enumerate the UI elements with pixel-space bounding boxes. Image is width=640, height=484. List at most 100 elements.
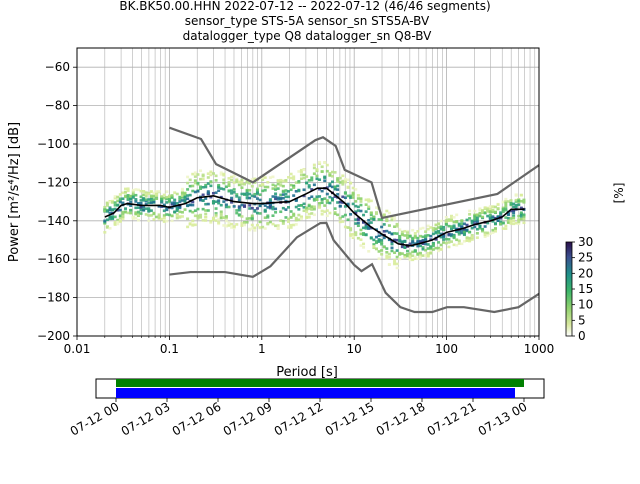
density-cell [385, 256, 389, 260]
density-cell [519, 212, 523, 216]
density-cell [121, 217, 125, 220]
density-cell [465, 228, 469, 232]
density-cell [310, 188, 314, 191]
density-cell [108, 215, 112, 219]
density-cell [385, 251, 389, 254]
density-cell [374, 206, 378, 209]
colorbar-tick-label: 25 [578, 251, 593, 265]
density-cell [403, 253, 407, 257]
density-cell [292, 186, 296, 189]
density-cell [470, 234, 474, 237]
density-cell [504, 197, 508, 201]
density-cell [105, 201, 109, 205]
density-cell [514, 200, 518, 203]
density-cell [274, 195, 278, 199]
density-cell [325, 209, 329, 212]
density-cell [411, 228, 415, 232]
density-cell [118, 200, 122, 204]
density-cell [437, 230, 441, 233]
density-cell [431, 226, 435, 230]
timeline-tick-label: 07-12 09 [221, 399, 275, 438]
colorbar-tick-label: 10 [578, 298, 593, 312]
density-cell [481, 209, 485, 213]
density-cell [188, 209, 192, 213]
density-cell [284, 195, 288, 199]
density-cell [250, 184, 254, 188]
density-cell [411, 241, 415, 244]
density-cell [364, 198, 368, 202]
density-cell [493, 210, 497, 214]
density-cell [416, 252, 420, 256]
density-cell [142, 193, 146, 197]
density-cell [325, 163, 329, 167]
density-cell [473, 216, 477, 220]
density-cell [338, 176, 342, 180]
density-cell [506, 213, 510, 216]
coverage-used-bar [116, 388, 515, 398]
density-cell [209, 221, 213, 225]
density-cell [186, 188, 190, 191]
density-cell [289, 210, 293, 213]
density-cell [253, 177, 257, 181]
density-cell [266, 214, 270, 218]
density-cell [395, 262, 399, 266]
colorbar-tick-label: 5 [578, 313, 586, 327]
density-cell [338, 181, 342, 184]
density-cell [243, 223, 247, 227]
density-cell [173, 191, 177, 194]
density-cell [519, 193, 523, 197]
density-cell [250, 194, 254, 198]
density-cell [230, 226, 234, 229]
density-cell [292, 175, 296, 179]
density-cell [320, 212, 324, 216]
density-cell [411, 250, 415, 254]
y-tick-label: −80 [45, 99, 70, 113]
density-cell [522, 200, 526, 204]
density-cell [447, 245, 451, 249]
density-cell [193, 181, 197, 185]
density-cell [439, 232, 443, 236]
density-cell [457, 242, 461, 245]
density-cell [258, 204, 262, 208]
density-cell [481, 227, 485, 231]
density-cell [429, 234, 433, 238]
density-cell [496, 216, 500, 219]
density-cell [217, 221, 221, 224]
density-cell [330, 198, 334, 202]
density-cell [343, 205, 347, 208]
density-cell [343, 177, 347, 181]
density-cell [372, 245, 376, 248]
density-cell [170, 206, 174, 210]
density-cell [121, 197, 125, 201]
density-cell [279, 181, 283, 184]
density-cell [478, 211, 482, 215]
density-cell [323, 176, 327, 180]
density-cell [248, 204, 252, 207]
density-cell [165, 213, 169, 216]
density-cell [155, 190, 159, 193]
density-cell [364, 233, 368, 236]
density-cell [281, 222, 285, 225]
density-cell [297, 218, 301, 222]
density-cell [478, 209, 482, 212]
density-cell [393, 238, 397, 242]
density-cell [382, 223, 386, 226]
density-cell [390, 232, 394, 236]
density-cell [413, 249, 417, 253]
density-cell [437, 246, 441, 250]
density-cell [118, 199, 122, 202]
density-cell [318, 162, 322, 165]
density-cell [395, 232, 399, 235]
density-cell [382, 245, 386, 249]
density-cell [139, 208, 143, 212]
density-cell [214, 200, 218, 204]
density-cell [457, 232, 461, 236]
density-cell [356, 218, 360, 222]
density-cell [271, 222, 275, 226]
density-cell [380, 239, 384, 242]
density-cell [318, 202, 322, 205]
density-cell [416, 244, 420, 248]
density-cell [496, 207, 500, 210]
density-cell [385, 209, 389, 213]
density-cell [149, 196, 153, 200]
